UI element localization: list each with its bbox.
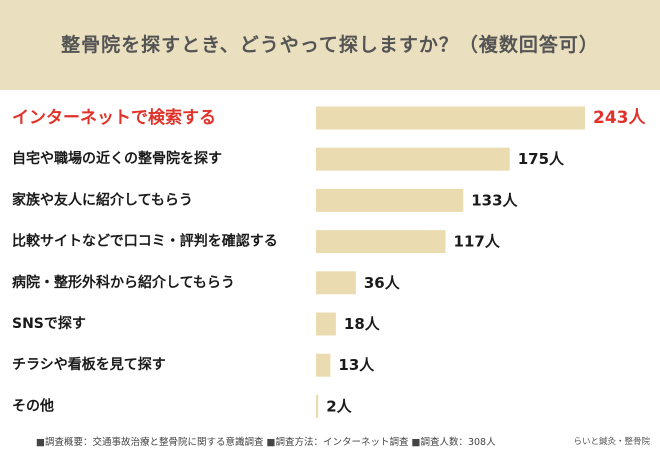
category-label: SNSで探す (12, 315, 86, 332)
bar (316, 353, 331, 377)
category-label: 比較サイトなどで口コミ・評判を確認する (12, 233, 278, 250)
bar (316, 188, 464, 212)
category-label: 病院・整形外科から紹介してもらう (12, 274, 235, 291)
brand-label: らいと鍼灸・整骨院 (573, 437, 650, 447)
value-label: 243人 (593, 108, 646, 128)
footer: ■調査概要：交通事故治療と整骨院に関する意識調査 ■調査方法：インターネット調査… (0, 427, 660, 450)
category-label: インターネットで検索する (12, 107, 216, 128)
category-label: その他 (12, 397, 54, 414)
value-label: 133人 (471, 191, 518, 209)
survey-note: ■調査概要：交通事故治療と整骨院に関する意識調査 ■調査方法：インターネット調査… (36, 437, 496, 448)
bar (316, 106, 585, 130)
title-banner: 整骨院を探すとき、どうやって探しますか？（複数回答可） (0, 0, 660, 90)
value-label: 2人 (326, 397, 352, 415)
bar (316, 394, 319, 418)
category-label: 自宅や職場の近くの整骨院を探す (12, 150, 222, 167)
bar (316, 312, 336, 336)
chart-title: 整骨院を探すとき、どうやって探しますか？（複数回答可） (61, 34, 599, 56)
bar (316, 271, 356, 295)
category-label: チラシや看板を見て探す (12, 356, 166, 373)
bar (316, 147, 510, 171)
bar (316, 230, 446, 254)
value-label: 175人 (518, 150, 565, 168)
value-label: 18人 (344, 315, 381, 333)
value-label: 13人 (338, 356, 375, 374)
value-label: 36人 (364, 274, 401, 292)
value-label: 117人 (454, 233, 501, 251)
category-label: 家族や友人に紹介してもらう (12, 191, 193, 208)
